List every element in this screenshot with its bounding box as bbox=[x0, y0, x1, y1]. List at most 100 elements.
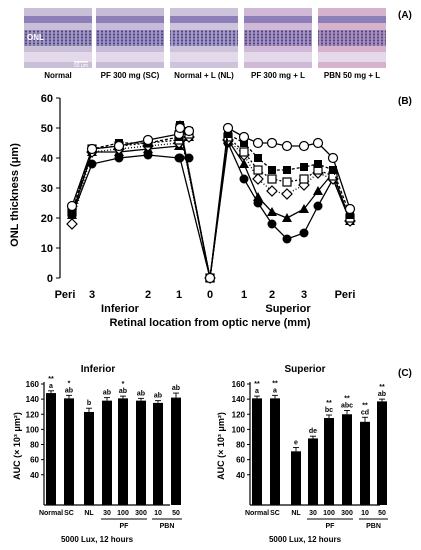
onl-layer-label: ONL bbox=[27, 33, 44, 42]
bar-50 bbox=[171, 397, 181, 505]
data-point bbox=[267, 174, 277, 184]
significance-letter: b bbox=[87, 400, 91, 407]
inferior-chart-title: Inferior bbox=[81, 364, 116, 375]
bar-SC bbox=[270, 398, 280, 505]
data-point bbox=[283, 166, 291, 174]
data-point bbox=[281, 140, 293, 152]
data-point bbox=[266, 185, 278, 197]
significance-stars: ** bbox=[379, 384, 385, 391]
data-point bbox=[300, 163, 308, 171]
line-chart-region-superior: Superior bbox=[265, 303, 311, 315]
series-line-4 bbox=[71, 129, 351, 279]
data-point bbox=[224, 130, 232, 138]
category-label: 30 bbox=[309, 510, 317, 517]
bar-10 bbox=[153, 402, 163, 505]
data-point bbox=[299, 204, 309, 213]
category-label: 100 bbox=[117, 510, 129, 517]
group-label: PBN bbox=[160, 523, 175, 530]
data-point bbox=[222, 122, 234, 134]
y-tick-label: 120 bbox=[232, 410, 246, 419]
photoreceptor-band bbox=[96, 52, 164, 62]
data-point bbox=[313, 201, 323, 211]
scale-bar bbox=[74, 61, 88, 63]
data-point bbox=[252, 173, 264, 185]
significance-letter: ab bbox=[154, 393, 162, 400]
significance-stars: * bbox=[122, 381, 125, 388]
data-point bbox=[66, 200, 78, 212]
x-tick-label: 3 bbox=[301, 289, 307, 301]
x-tick-label: 3 bbox=[89, 289, 95, 301]
photoreceptor-band bbox=[24, 52, 92, 62]
bar-10 bbox=[360, 421, 370, 505]
significance-stars: ** bbox=[254, 381, 260, 388]
category-label: SC bbox=[64, 510, 74, 517]
data-point bbox=[329, 166, 337, 174]
photoreceptor-band bbox=[244, 52, 312, 62]
data-point bbox=[113, 140, 125, 152]
x-tick-label: 0 bbox=[207, 289, 213, 301]
data-point bbox=[238, 131, 250, 143]
y-tick-label: 120 bbox=[26, 410, 40, 419]
series-line-6 bbox=[71, 140, 351, 279]
data-point bbox=[183, 125, 195, 137]
significance-letter: ab bbox=[378, 391, 386, 398]
y-tick-label: 160 bbox=[26, 380, 40, 389]
data-point bbox=[313, 186, 323, 195]
x-tick-label: 1 bbox=[176, 289, 182, 301]
data-point bbox=[267, 219, 277, 229]
data-point bbox=[299, 228, 309, 238]
bar-SC bbox=[64, 398, 74, 505]
data-point bbox=[86, 143, 98, 155]
data-point bbox=[66, 218, 78, 230]
data-point bbox=[87, 159, 97, 169]
bar-300 bbox=[342, 414, 352, 505]
superior-chart-y-label: AUC (× 10³ μm²) bbox=[216, 412, 226, 480]
data-point bbox=[68, 208, 76, 216]
inferior-auc-chart: Inferior AUC (× 10³ μm²) 5000 Lux, 12 ho… bbox=[12, 364, 182, 544]
data-point bbox=[298, 140, 310, 152]
superior-chart-footer: 5000 Lux, 12 hours bbox=[269, 535, 342, 544]
significance-letter: de bbox=[309, 428, 317, 435]
bar-30 bbox=[102, 400, 112, 505]
data-point bbox=[252, 137, 264, 149]
data-point bbox=[239, 159, 249, 168]
y-tick-label: 0 bbox=[47, 273, 53, 285]
data-point bbox=[254, 154, 262, 162]
group-label: PF bbox=[326, 523, 336, 530]
bar-NL bbox=[84, 411, 94, 505]
group-label: PBN bbox=[366, 523, 381, 530]
onl-band-shade bbox=[24, 30, 92, 46]
y-tick-label: 160 bbox=[232, 380, 246, 389]
data-point bbox=[175, 153, 185, 163]
scale-bar-label: 50 μm bbox=[74, 63, 88, 69]
data-point bbox=[282, 177, 292, 187]
photoreceptor-band bbox=[170, 52, 238, 62]
x-tick-label: 2 bbox=[145, 289, 151, 301]
group-label: PF bbox=[120, 523, 130, 530]
bar-NL bbox=[291, 451, 301, 505]
superior-chart-title: Superior bbox=[284, 364, 325, 375]
significance-stars: ** bbox=[326, 400, 332, 407]
onl-thickness-chart: ONL thickness (μm) Inferior Superior Ret… bbox=[9, 93, 356, 329]
significance-stars: ** bbox=[344, 395, 350, 402]
bar-Normal bbox=[252, 398, 262, 505]
data-point bbox=[327, 152, 339, 164]
y-tick-label: 100 bbox=[26, 425, 40, 434]
bar-100 bbox=[118, 398, 128, 505]
category-label: 300 bbox=[341, 510, 353, 517]
data-point bbox=[282, 213, 292, 222]
x-tick-label: Peri bbox=[55, 289, 76, 301]
significance-letter: ab bbox=[119, 388, 127, 395]
y-tick-label: 80 bbox=[30, 441, 39, 450]
category-label: 100 bbox=[323, 510, 335, 517]
category-label: Normal bbox=[39, 510, 63, 517]
line-chart-region-inferior: Inferior bbox=[101, 303, 140, 315]
significance-stars: * bbox=[68, 380, 71, 387]
data-point bbox=[239, 147, 249, 157]
data-point bbox=[281, 188, 293, 200]
data-point bbox=[240, 139, 248, 147]
x-tick-label: 2 bbox=[269, 289, 275, 301]
data-point bbox=[268, 166, 276, 174]
significance-letter: ab bbox=[137, 390, 145, 397]
